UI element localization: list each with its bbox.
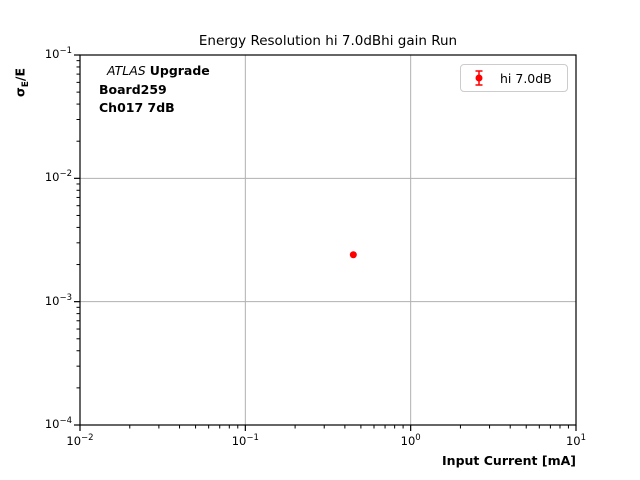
- y-tick-label: 10−3: [44, 292, 72, 308]
- y-axis-label: σE/E: [12, 53, 32, 113]
- chart-title: Energy Resolution hi 7.0dBhi gain Run: [198, 33, 458, 49]
- annotation-upgrade: Upgrade: [149, 63, 210, 78]
- legend: hi 7.0dB: [460, 64, 568, 92]
- y-tick-label: 10−2: [44, 169, 72, 185]
- x-tick-label: 10−1: [231, 433, 259, 448]
- x-tick-label: 100: [400, 433, 421, 448]
- errorbar-marker-icon: [475, 70, 483, 86]
- y-axis-label-rest: /E: [12, 68, 28, 82]
- y-tick-label: 10−4: [44, 416, 72, 431]
- annotation-line-1: ATLAS Upgrade: [107, 62, 210, 81]
- annotation-line-3: Ch017 7dB: [99, 100, 175, 115]
- data-point: [349, 251, 357, 259]
- x-axis-label: Input Current [mA]: [442, 453, 576, 468]
- annotation-atlas: ATLAS: [107, 63, 146, 78]
- annotation-line-2: Board259: [99, 81, 167, 97]
- y-axis-label-sigma: σ: [12, 87, 28, 98]
- x-tick-label: 101: [565, 433, 587, 448]
- x-tick-label: 10−2: [66, 433, 94, 448]
- annotation: ATLAS Upgrade Board259 Ch017 7dB: [99, 62, 210, 118]
- plot-frame: [79, 54, 577, 426]
- y-axis-label-subscript: E: [21, 81, 31, 88]
- legend-label: hi 7.0dB: [500, 70, 552, 86]
- y-tick-label: 10−1: [44, 46, 72, 61]
